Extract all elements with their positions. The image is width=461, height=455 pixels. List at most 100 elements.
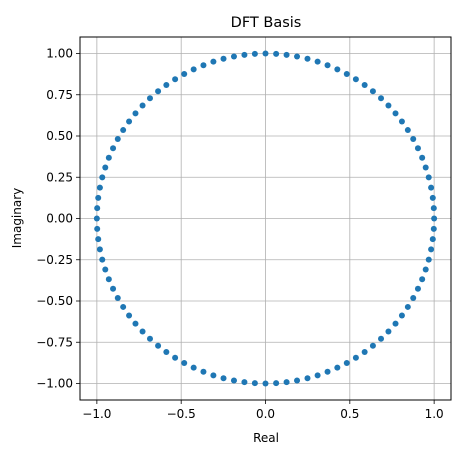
data-point bbox=[324, 62, 331, 69]
data-point bbox=[404, 303, 411, 310]
data-point bbox=[334, 66, 341, 73]
data-point bbox=[414, 285, 421, 292]
data-point bbox=[385, 102, 392, 109]
data-point bbox=[422, 266, 429, 273]
data-point bbox=[110, 285, 117, 292]
y-tick-label: 0.00 bbox=[46, 212, 73, 226]
data-point bbox=[110, 145, 117, 152]
data-point bbox=[93, 215, 100, 222]
data-point bbox=[414, 145, 421, 152]
data-point bbox=[283, 379, 290, 386]
y-tick-label: −1.00 bbox=[36, 377, 73, 391]
x-tick-label: 0.5 bbox=[340, 407, 359, 421]
data-point bbox=[220, 55, 227, 62]
data-point bbox=[273, 50, 280, 57]
data-point bbox=[314, 372, 321, 379]
data-point bbox=[352, 76, 359, 83]
data-point bbox=[304, 375, 311, 382]
data-point bbox=[241, 379, 248, 386]
y-axis-label: Imaginary bbox=[10, 188, 24, 249]
data-point bbox=[352, 354, 359, 361]
x-tick-label: −1.0 bbox=[82, 407, 111, 421]
data-point bbox=[96, 184, 103, 191]
data-point bbox=[262, 380, 269, 387]
data-point bbox=[114, 295, 121, 302]
y-tick-label: 1.00 bbox=[46, 47, 73, 61]
x-tick-label: −0.5 bbox=[167, 407, 196, 421]
data-point bbox=[431, 215, 438, 222]
data-point bbox=[425, 174, 432, 181]
data-point bbox=[392, 110, 399, 117]
data-point bbox=[392, 320, 399, 327]
data-point bbox=[181, 360, 188, 367]
data-point bbox=[283, 51, 290, 58]
data-point bbox=[94, 225, 101, 232]
data-point bbox=[429, 194, 436, 201]
data-point bbox=[334, 364, 341, 371]
data-point bbox=[369, 88, 376, 95]
data-point bbox=[126, 312, 133, 319]
data-point bbox=[200, 62, 207, 69]
data-point bbox=[343, 360, 350, 367]
y-tick-label: 0.75 bbox=[46, 88, 73, 102]
y-tick-label: −0.50 bbox=[36, 294, 73, 308]
data-point bbox=[361, 348, 368, 355]
data-point bbox=[324, 368, 331, 375]
data-point bbox=[155, 88, 162, 95]
data-point bbox=[398, 312, 405, 319]
data-point bbox=[139, 328, 146, 335]
data-point bbox=[95, 236, 102, 243]
data-point bbox=[361, 82, 368, 89]
data-point bbox=[378, 95, 385, 102]
data-point bbox=[146, 95, 153, 102]
data-point bbox=[410, 295, 417, 302]
y-tick-label: −0.25 bbox=[36, 253, 73, 267]
data-point bbox=[398, 118, 405, 125]
data-point bbox=[155, 342, 162, 349]
data-point bbox=[120, 127, 127, 134]
y-tick-label: −0.75 bbox=[36, 335, 73, 349]
grid-lines bbox=[80, 37, 451, 400]
data-points bbox=[93, 50, 438, 387]
data-point bbox=[102, 266, 109, 273]
data-point bbox=[294, 53, 301, 60]
data-point bbox=[314, 58, 321, 65]
data-point bbox=[132, 320, 139, 327]
data-point bbox=[163, 348, 170, 355]
data-point bbox=[422, 164, 429, 171]
data-point bbox=[181, 70, 188, 77]
data-point bbox=[220, 375, 227, 382]
data-point bbox=[114, 135, 121, 142]
x-axis-label: Real bbox=[253, 431, 279, 445]
data-point bbox=[378, 335, 385, 342]
data-point bbox=[200, 368, 207, 375]
data-point bbox=[430, 205, 437, 212]
x-tick-label: 0.0 bbox=[256, 407, 275, 421]
data-point bbox=[425, 256, 432, 263]
data-point bbox=[146, 335, 153, 342]
data-point bbox=[126, 118, 133, 125]
data-point bbox=[251, 380, 258, 387]
data-point bbox=[210, 58, 217, 65]
data-point bbox=[428, 246, 435, 253]
data-point bbox=[190, 66, 197, 73]
data-point bbox=[429, 236, 436, 243]
data-point bbox=[428, 184, 435, 191]
x-tick-label: 1.0 bbox=[425, 407, 444, 421]
data-point bbox=[262, 50, 269, 57]
data-point bbox=[230, 377, 237, 384]
data-point bbox=[410, 135, 417, 142]
data-point bbox=[96, 246, 103, 253]
data-point bbox=[404, 127, 411, 134]
data-point bbox=[163, 82, 170, 89]
data-point bbox=[419, 276, 426, 283]
data-point bbox=[94, 205, 101, 212]
data-point bbox=[419, 154, 426, 161]
data-point bbox=[273, 380, 280, 387]
data-point bbox=[190, 364, 197, 371]
y-tick-label: 0.50 bbox=[46, 129, 73, 143]
data-point bbox=[95, 194, 102, 201]
data-point bbox=[241, 51, 248, 58]
data-point bbox=[172, 76, 179, 83]
